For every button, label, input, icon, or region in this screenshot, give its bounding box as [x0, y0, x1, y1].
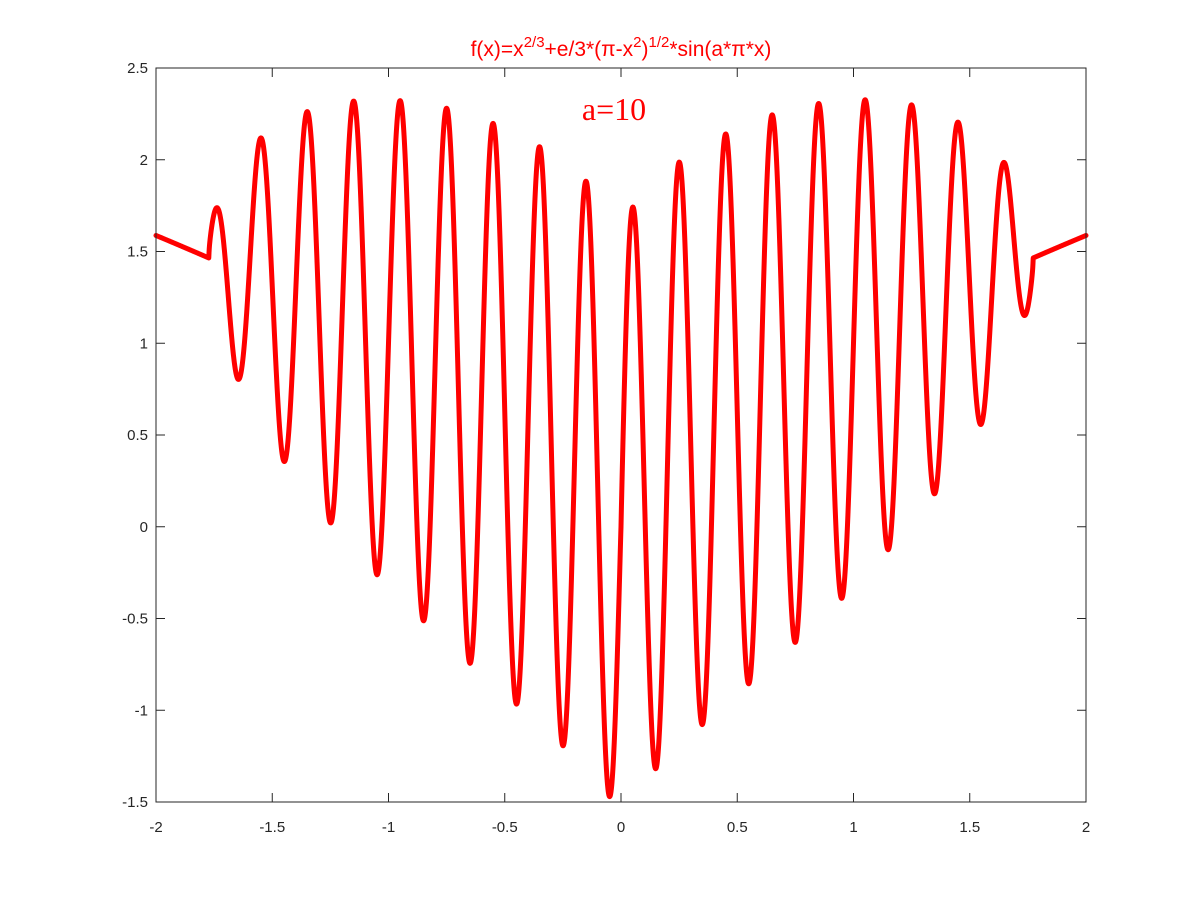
title-segment: f(x)=x — [471, 38, 525, 61]
title-segment: ) — [642, 38, 649, 61]
chart-annotation: a=10 — [582, 91, 646, 127]
x-tick-label: 1 — [849, 819, 857, 836]
title-superscript: 2 — [633, 34, 641, 51]
title-segment: +e/3*(π-x — [545, 38, 634, 61]
x-tick-label: 2 — [1082, 819, 1090, 836]
title-segment: *sin(a*π*x) — [669, 38, 771, 61]
x-tick-label: -1 — [382, 819, 395, 836]
y-tick-label: 0 — [140, 519, 148, 536]
series-layer — [153, 97, 1089, 800]
title-superscript: 1/2 — [649, 34, 670, 51]
x-tick-label: 1.5 — [959, 819, 980, 836]
title-superscript: 2/3 — [524, 34, 545, 51]
y-tick-label: -1 — [135, 702, 148, 719]
y-tick-label: 2.5 — [127, 60, 148, 77]
y-tick-label: 1 — [140, 335, 148, 352]
chart-title: f(x)=x2/3+e/3*(π-x2)1/2*sin(a*π*x) — [471, 34, 772, 61]
x-tick-label: 0 — [617, 819, 625, 836]
y-tick-label: 1.5 — [127, 244, 148, 261]
series-line — [153, 97, 1089, 800]
x-tick-label: -1.5 — [259, 819, 285, 836]
y-tick-label: -1.5 — [122, 794, 148, 811]
x-tick-label: -0.5 — [492, 819, 518, 836]
y-tick-label: 0.5 — [127, 427, 148, 444]
x-tick-label: -2 — [149, 819, 162, 836]
ticks-layer: -2 -1.5 -1 -0.5 0 0.5 1 1.5 2-1.5-1-0.500.511.52… — [122, 60, 1090, 836]
x-tick-label: 0.5 — [727, 819, 748, 836]
y-tick-label: 2 — [140, 152, 148, 169]
y-tick-label: -0.5 — [122, 611, 148, 628]
